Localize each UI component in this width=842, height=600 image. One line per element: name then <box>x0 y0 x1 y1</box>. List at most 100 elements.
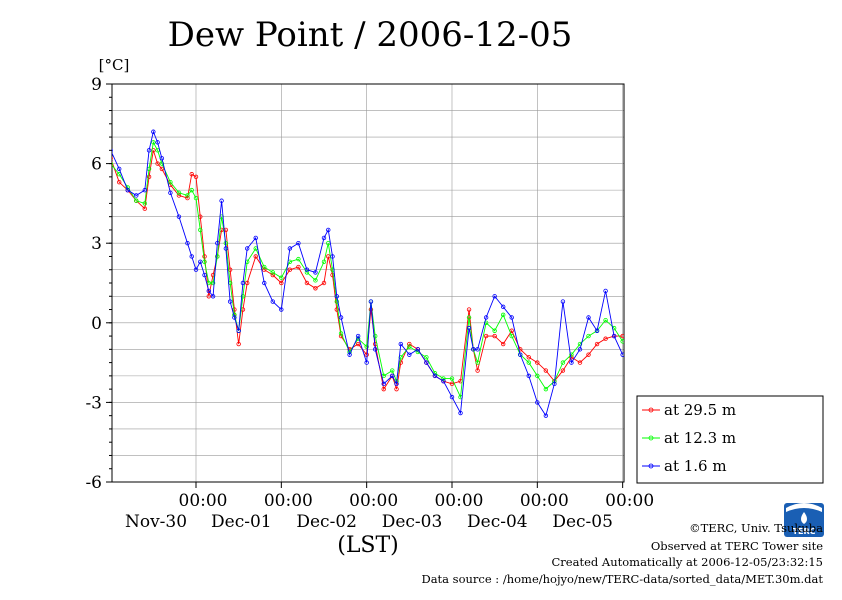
data-point <box>535 400 540 405</box>
data-point <box>603 317 608 323</box>
terc-logo: TERC <box>784 503 824 537</box>
data-point <box>483 315 489 320</box>
legend-swatch-marker <box>648 435 654 441</box>
x-tick-time-label: 00:00 <box>349 491 398 511</box>
data-point <box>270 270 275 275</box>
data-point <box>193 267 199 272</box>
data-point <box>518 347 523 352</box>
x-tick-date-label: Dec-04 <box>467 512 528 532</box>
data-point <box>155 140 160 145</box>
data-point <box>390 373 395 379</box>
data-point <box>368 299 374 304</box>
data-point <box>552 381 557 387</box>
y-tick-label: -3 <box>85 393 102 413</box>
data-point <box>279 280 284 286</box>
data-point <box>509 315 514 320</box>
data-point <box>475 360 480 365</box>
data-point <box>223 246 229 251</box>
data-point <box>330 254 335 259</box>
grid-lines <box>112 83 624 483</box>
data-point <box>449 394 455 400</box>
data-point <box>202 254 207 259</box>
data-point <box>594 341 600 347</box>
data-point <box>466 325 472 331</box>
data-point <box>253 254 258 259</box>
data-point <box>535 360 540 365</box>
data-point <box>432 373 438 379</box>
data-point <box>449 376 455 381</box>
data-point <box>117 166 122 172</box>
data-point <box>620 339 624 344</box>
x-tick-date-label: Nov-30 <box>125 512 187 532</box>
data-point <box>198 259 203 264</box>
data-point <box>620 333 624 339</box>
legend-label: at 12.3 m <box>664 429 736 447</box>
data-point <box>338 315 344 320</box>
data-point <box>483 333 489 339</box>
data-point <box>586 315 591 320</box>
data-point <box>185 195 190 201</box>
data-point <box>475 347 480 352</box>
legend-label: at 29.5 m <box>664 401 736 419</box>
data-point <box>321 235 327 241</box>
data-point <box>492 294 497 299</box>
y-axis-ticks: -6 -3 0 3 6 9 <box>85 75 112 493</box>
data-point <box>407 352 412 357</box>
legend-label: at 1.6 m <box>664 457 727 475</box>
data-point <box>394 386 399 392</box>
data-point <box>112 148 113 153</box>
data-point <box>577 347 583 352</box>
data-point <box>151 129 156 134</box>
y-tick-label: 3 <box>91 234 102 254</box>
data-point <box>232 315 237 320</box>
x-tick-date-label: Dec-05 <box>552 512 613 532</box>
data-point <box>215 254 220 259</box>
data-point <box>189 254 194 259</box>
data-point <box>159 156 165 161</box>
data-point <box>134 198 139 203</box>
data-point <box>381 381 386 387</box>
data-point <box>313 278 318 283</box>
data-point <box>586 352 591 357</box>
data-point <box>236 328 241 333</box>
data-point <box>270 299 275 304</box>
logo-wave-icon <box>786 503 822 512</box>
data-point <box>270 272 275 278</box>
y-tick-label: 6 <box>91 155 102 175</box>
logo-text: TERC <box>793 527 816 536</box>
data-point <box>185 240 190 246</box>
data-point <box>526 373 531 379</box>
data-point <box>262 280 267 286</box>
data-point <box>334 294 339 299</box>
data-point <box>475 368 480 373</box>
data-point <box>500 312 506 318</box>
data-point <box>535 373 540 379</box>
data-point <box>526 360 531 365</box>
credit-line-3: Created Automatically at 2006-12-05/23:3… <box>552 555 824 569</box>
data-point <box>364 360 369 365</box>
data-point <box>334 299 339 304</box>
y-tick-label: 0 <box>91 314 102 334</box>
data-point <box>210 280 216 286</box>
data-point <box>466 307 472 312</box>
data-point <box>227 299 233 304</box>
data-point <box>569 355 574 360</box>
data-point <box>240 280 246 286</box>
data-point <box>492 328 497 333</box>
legend: at 29.5 m at 12.3 m at 1.6 m <box>636 395 824 484</box>
data-point <box>202 272 207 278</box>
data-point <box>296 240 301 246</box>
data-point <box>500 304 506 310</box>
data-point <box>151 140 156 145</box>
data-point <box>262 267 267 272</box>
data-point <box>185 193 190 198</box>
data-point <box>215 240 220 246</box>
chart-title: Dew Point / 2006-12-05 <box>168 15 573 55</box>
data-point <box>210 294 216 299</box>
credit-line-2: Observed at TERC Tower site <box>651 539 823 553</box>
data-point <box>219 198 224 203</box>
data-point <box>338 331 344 336</box>
data-point <box>304 280 310 286</box>
